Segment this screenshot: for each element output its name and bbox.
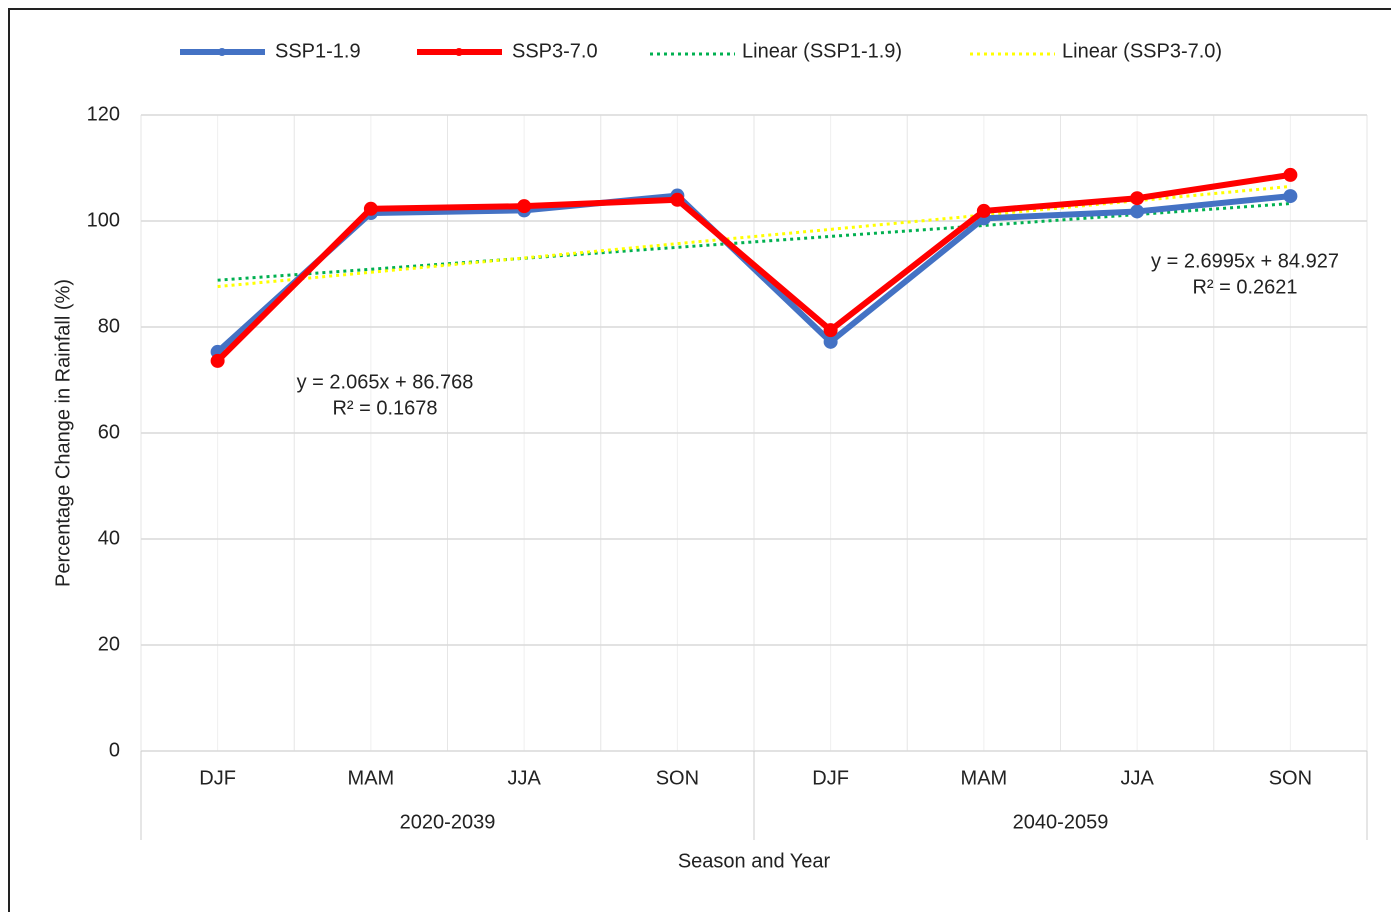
y-tick-label: 60 (98, 421, 120, 443)
y-axis-title: Percentage Change in Rainfall (%) (52, 279, 74, 587)
legend-label: SSP3-7.0 (512, 40, 598, 62)
x-tick-label: MAM (961, 767, 1008, 789)
series-marker (210, 353, 225, 368)
series-marker (1283, 167, 1298, 182)
y-tick-label: 20 (98, 633, 120, 655)
legend-swatch-marker (218, 48, 226, 56)
x-tick-label: JJA (507, 767, 541, 789)
series-marker (517, 199, 532, 214)
series-marker (670, 192, 685, 207)
legend-label: SSP1-1.9 (275, 40, 361, 62)
chart-frame (8, 8, 1391, 912)
trend-equation: y = 2.065x + 86.768 (297, 371, 474, 393)
group-label: 2020-2039 (400, 811, 496, 833)
legend-label: Linear (SSP3-7.0) (1062, 40, 1222, 62)
trend-equation: y = 2.6995x + 84.927 (1151, 250, 1339, 272)
x-tick-label: SON (1269, 767, 1312, 789)
group-label: 2040-2059 (1013, 811, 1109, 833)
x-axis-title: Season and Year (678, 850, 831, 872)
legend-swatch-marker (455, 48, 463, 56)
series-marker (1130, 191, 1145, 206)
x-tick-label: JJA (1120, 767, 1154, 789)
series-marker (823, 334, 838, 349)
x-tick-label: SON (656, 767, 699, 789)
series-line (215, 171, 1291, 364)
series-marker (1283, 189, 1298, 204)
trend-r-squared: R² = 0.1678 (332, 397, 437, 419)
series-marker (976, 203, 991, 218)
y-tick-label: 120 (87, 103, 120, 125)
y-tick-label: 100 (87, 209, 120, 231)
series-marker (363, 201, 378, 216)
y-tick-label: 40 (98, 527, 120, 549)
trendline (217, 202, 1291, 282)
legend-label: Linear (SSP1-1.9) (742, 40, 902, 62)
x-tick-label: MAM (348, 767, 395, 789)
y-tick-label: 0 (109, 739, 120, 761)
series-marker (823, 323, 838, 338)
series-marker (1130, 204, 1145, 219)
x-tick-label: DJF (812, 767, 849, 789)
y-tick-label: 80 (98, 315, 120, 337)
x-tick-label: DJF (199, 767, 236, 789)
trend-r-squared: R² = 0.2621 (1192, 276, 1297, 298)
